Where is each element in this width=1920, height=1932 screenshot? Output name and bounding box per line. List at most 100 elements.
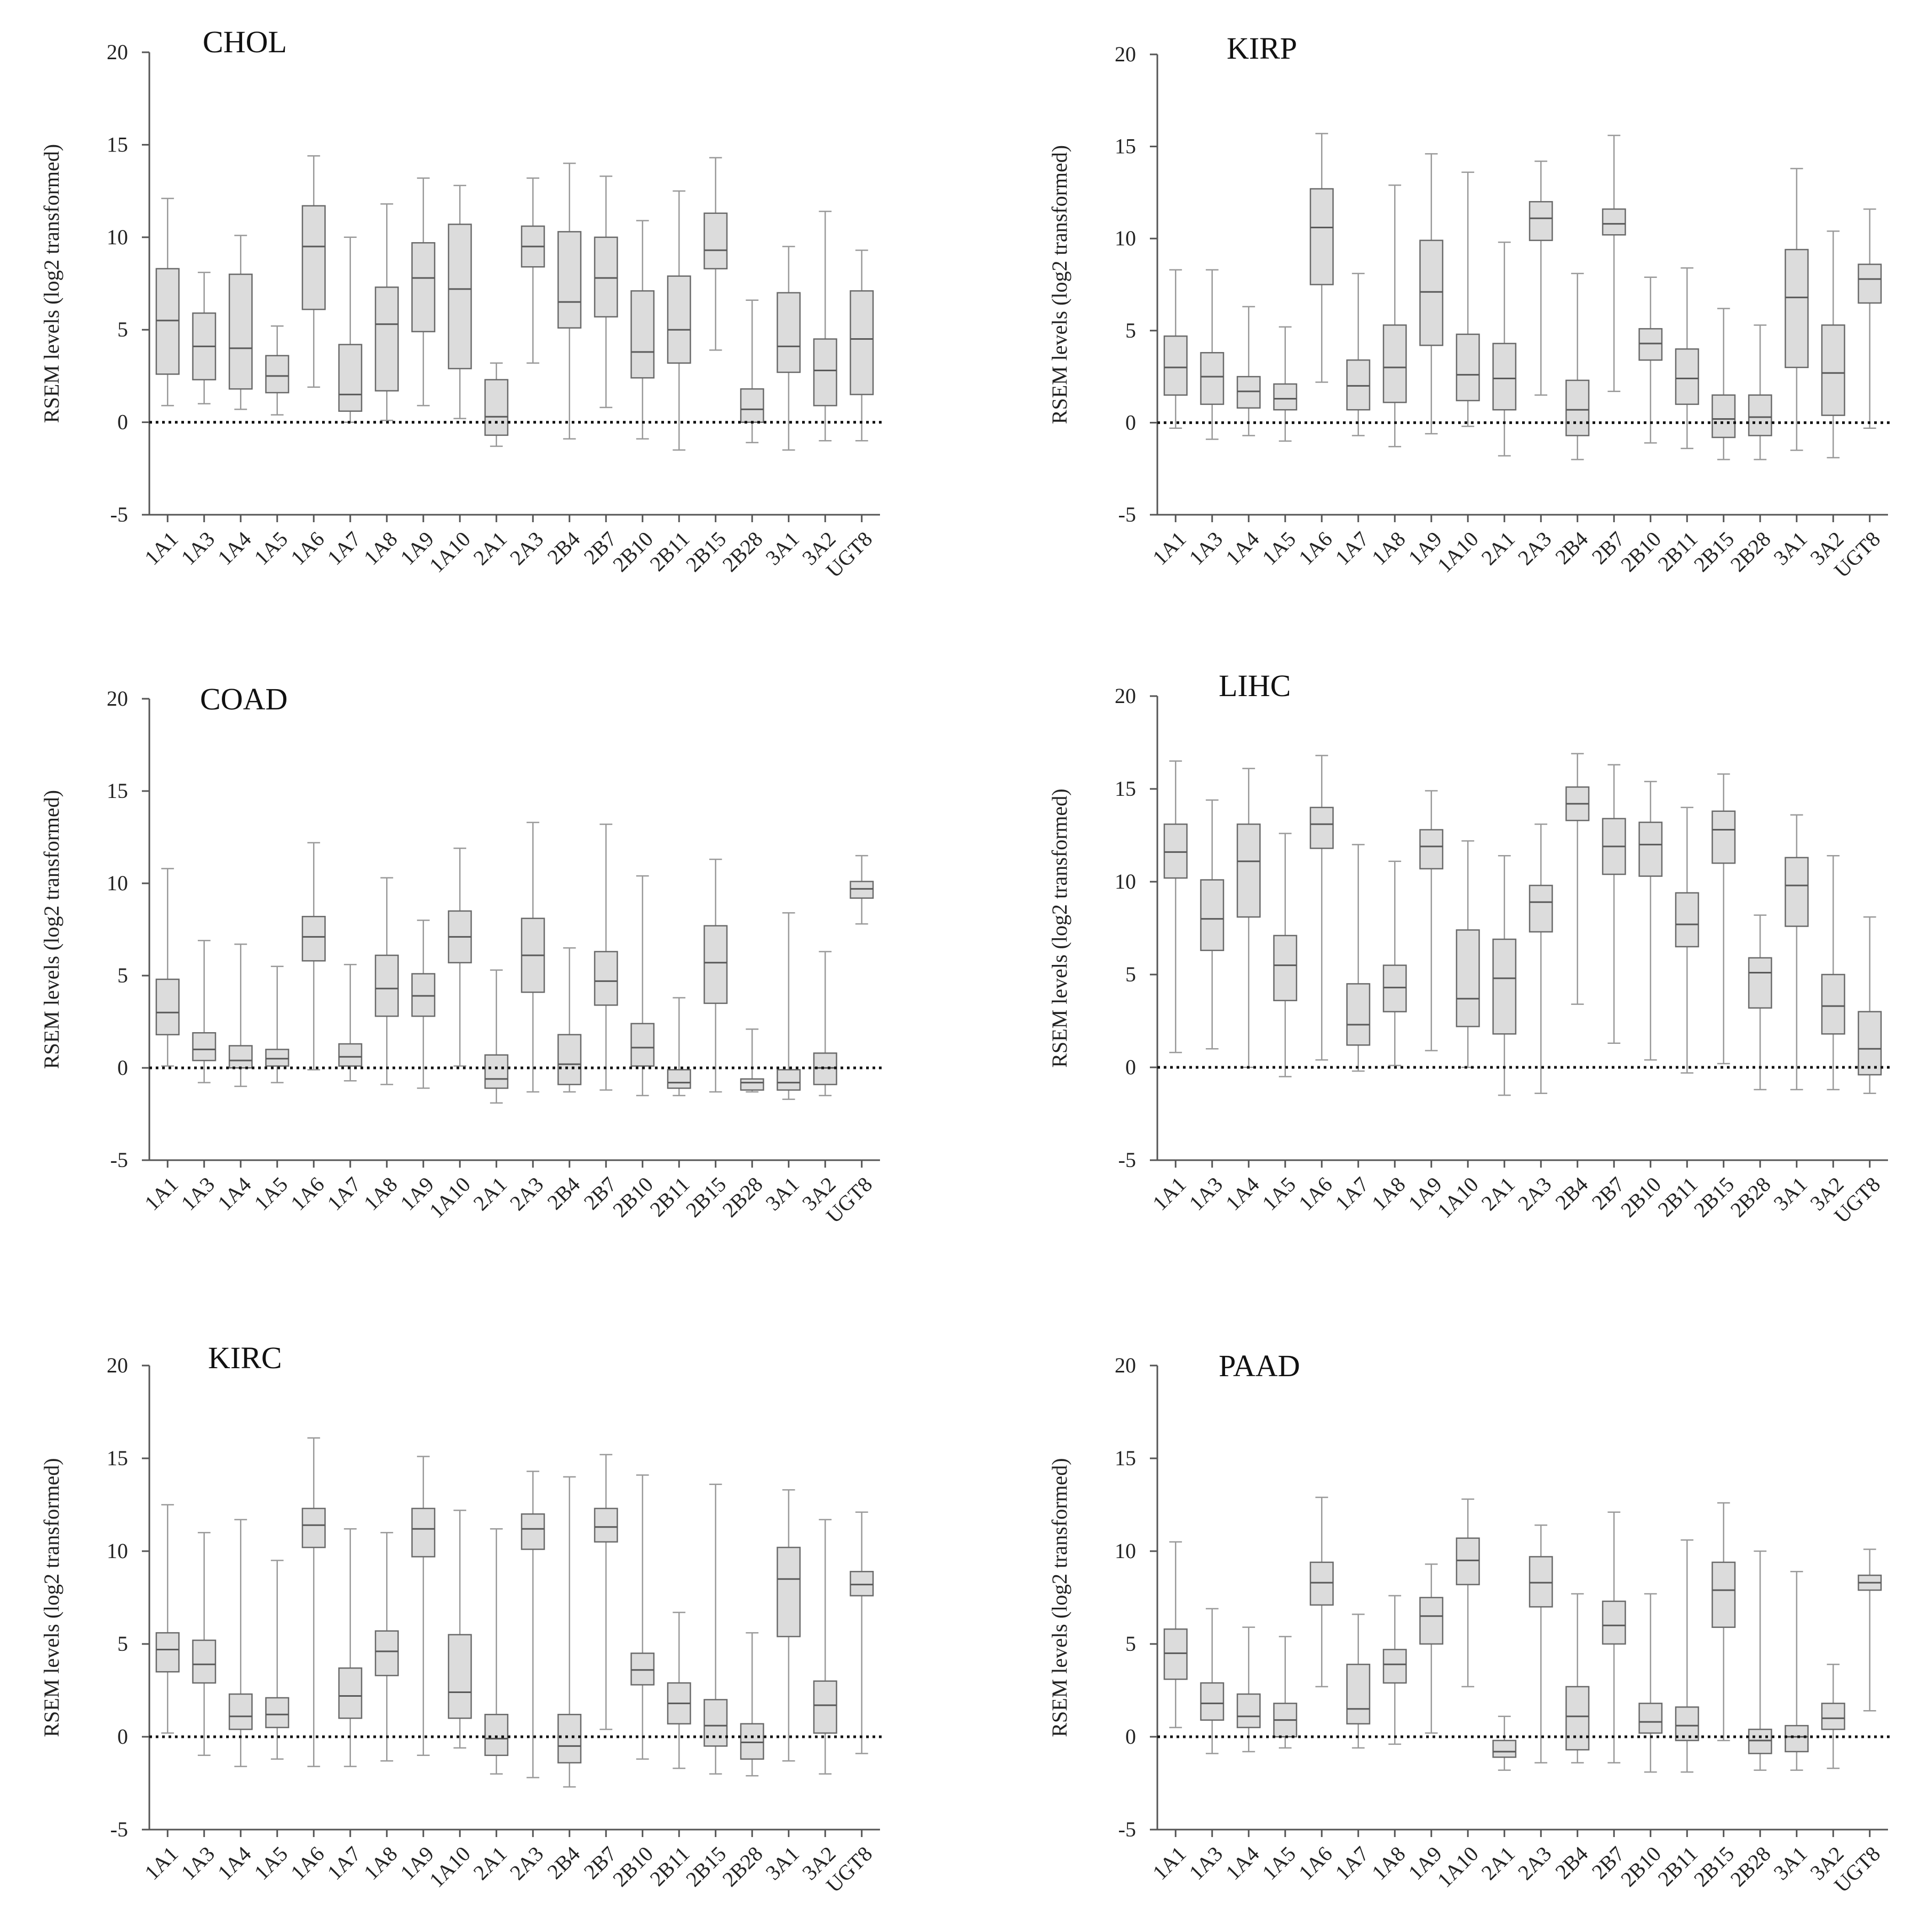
box-2b10 [1638, 1593, 1663, 1773]
box-1a5 [1273, 833, 1298, 1077]
iqr-box [1273, 383, 1298, 411]
box-1a6 [1309, 755, 1334, 1061]
iqr-box [1711, 1561, 1736, 1628]
x-tick-label: 2B28 [1725, 1172, 1775, 1222]
y-tick-label: 10 [1115, 1539, 1136, 1563]
box-1a1 [155, 868, 180, 1067]
box-1a7 [1346, 1614, 1371, 1749]
box-1a6 [1309, 1496, 1334, 1688]
box-2b10 [1638, 780, 1663, 1061]
box-3a1 [1785, 1571, 1809, 1771]
panel-title: PAAD [1219, 1348, 1300, 1383]
box-1a7 [1346, 844, 1371, 1072]
iqr-box [1236, 1693, 1261, 1728]
box-1a6 [301, 842, 326, 1071]
y-tick-label: 20 [107, 40, 128, 64]
y-tick-label: -5 [1118, 1817, 1136, 1841]
box-2b15 [1711, 1502, 1736, 1742]
iqr-box [1346, 1664, 1371, 1725]
box-2b11 [1675, 807, 1699, 1074]
box-1a1 [1163, 760, 1188, 1053]
box-1a1 [1163, 1541, 1188, 1728]
x-tick-label: 1A10 [1433, 1842, 1483, 1893]
box-ugt8 [1858, 208, 1882, 429]
panel-title: CHOL [203, 25, 287, 59]
x-tick-label: 2B28 [717, 527, 767, 577]
box-1a6 [1309, 133, 1334, 383]
x-tick-label: 1A5 [250, 527, 293, 570]
box-2b11 [667, 190, 691, 451]
box-2a3 [521, 177, 545, 364]
box-1a9 [1419, 153, 1444, 435]
box-3a1 [777, 1489, 801, 1762]
box-3a1 [1785, 814, 1809, 1091]
x-tick-label: 2A1 [1477, 1172, 1520, 1216]
iqr-box [850, 290, 874, 395]
y-tick-label: 20 [1115, 684, 1136, 708]
iqr-box [740, 1723, 764, 1760]
panel-title: LIHC [1219, 668, 1291, 703]
box-2b15 [703, 858, 728, 1093]
box-3a2 [813, 1519, 837, 1775]
x-tick-label: 1A7 [1331, 1172, 1374, 1216]
x-tick-label: 1A1 [1148, 1842, 1191, 1885]
box-3a2 [813, 210, 837, 442]
box-2b15 [1711, 308, 1736, 460]
x-tick-label: 1A6 [286, 527, 329, 570]
iqr-box [1200, 352, 1225, 405]
x-tick-label: 2B11 [1653, 527, 1702, 576]
iqr-box [484, 379, 509, 436]
y-tick-label: 10 [107, 871, 128, 895]
iqr-box [594, 236, 618, 318]
iqr-box [1492, 938, 1517, 1035]
iqr-box [1529, 1556, 1553, 1608]
iqr-box [667, 1069, 691, 1089]
y-tick-label: 5 [117, 963, 128, 987]
iqr-box [1382, 964, 1407, 1012]
x-tick-label: 1A7 [323, 1842, 366, 1885]
panel-kirc: 20 15 10 5 0 -5 RSEM levels (log2 transformed)… [39, 1340, 885, 1897]
box-3a2 [1821, 855, 1845, 1091]
x-tick-label: 2B15 [1689, 527, 1739, 577]
box-2b15 [703, 157, 728, 351]
iqr-box [594, 951, 618, 1006]
y-tick-label: -5 [1118, 1148, 1136, 1172]
x-tick-label: 1A4 [213, 1842, 256, 1885]
iqr-box [228, 273, 253, 390]
iqr-box [1200, 879, 1225, 952]
x-tick-label: 1A3 [177, 1172, 220, 1216]
panel-title: KIRP [1227, 31, 1297, 66]
iqr-box [1748, 1728, 1772, 1754]
iqr-box [1785, 857, 1809, 927]
box-2b7 [594, 824, 618, 1091]
iqr-box [1419, 239, 1444, 346]
box-1a3 [192, 940, 217, 1083]
x-tick-label: 2B11 [645, 1842, 694, 1891]
box-1a4 [228, 1519, 253, 1767]
box-1a3 [192, 1531, 217, 1757]
box-2b28 [740, 1632, 764, 1777]
y-tick-label: -5 [110, 1817, 128, 1841]
y-tick-label: 15 [1115, 134, 1136, 158]
y-tick-label: 15 [107, 779, 128, 803]
iqr-box [411, 242, 436, 332]
iqr-box [411, 1507, 436, 1558]
iqr-box [1711, 394, 1736, 438]
iqr-box [155, 978, 180, 1035]
box-1a8 [1382, 1595, 1407, 1745]
y-tick-label: -5 [110, 1148, 128, 1172]
x-tick-label: 1A5 [1258, 1842, 1301, 1885]
box-1a8 [374, 877, 399, 1085]
panel-title: COAD [200, 682, 287, 716]
iqr-box [777, 1546, 801, 1638]
iqr-box [630, 1023, 655, 1067]
x-tick-label: 2A3 [1513, 1842, 1556, 1885]
iqr-box [338, 1043, 363, 1067]
box-2b11 [667, 997, 691, 1097]
y-tick-label: 10 [107, 1539, 128, 1563]
x-tick-label: 2B10 [1616, 527, 1666, 577]
iqr-box [447, 223, 472, 370]
iqr-box [1492, 342, 1517, 411]
iqr-box [557, 231, 582, 329]
iqr-box [192, 1032, 217, 1061]
